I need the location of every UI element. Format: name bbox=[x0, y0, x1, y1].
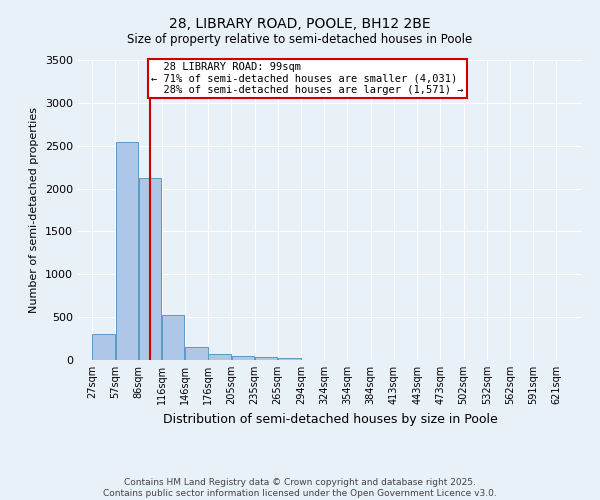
Bar bbox=[92, 334, 115, 360]
Y-axis label: Number of semi-detached properties: Number of semi-detached properties bbox=[29, 107, 40, 313]
Text: 28, LIBRARY ROAD, POOLE, BH12 2BE: 28, LIBRARY ROAD, POOLE, BH12 2BE bbox=[169, 18, 431, 32]
Bar bbox=[208, 354, 231, 360]
Bar bbox=[232, 356, 254, 360]
Bar bbox=[116, 142, 138, 360]
Bar bbox=[255, 358, 277, 360]
Bar bbox=[139, 178, 161, 360]
Text: 28 LIBRARY ROAD: 99sqm  
← 71% of semi-detached houses are smaller (4,031)
  28%: 28 LIBRARY ROAD: 99sqm ← 71% of semi-det… bbox=[151, 62, 464, 95]
Text: Contains HM Land Registry data © Crown copyright and database right 2025.
Contai: Contains HM Land Registry data © Crown c… bbox=[103, 478, 497, 498]
Bar bbox=[278, 358, 301, 360]
Bar bbox=[185, 347, 208, 360]
Bar bbox=[162, 316, 184, 360]
X-axis label: Distribution of semi-detached houses by size in Poole: Distribution of semi-detached houses by … bbox=[163, 412, 497, 426]
Text: Size of property relative to semi-detached houses in Poole: Size of property relative to semi-detach… bbox=[127, 32, 473, 46]
